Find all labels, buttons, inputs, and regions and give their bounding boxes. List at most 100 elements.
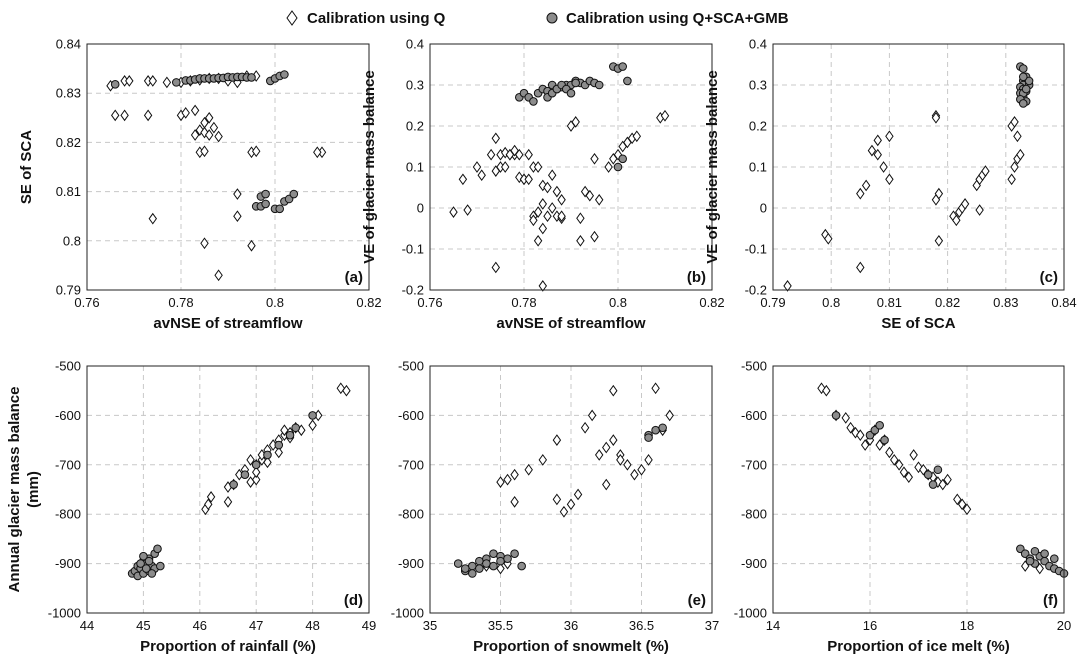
point-q-sca-gmb xyxy=(475,564,484,573)
point-q xyxy=(931,111,941,124)
point-q-sca-gmb xyxy=(623,76,632,86)
point-q-sca-gmb xyxy=(613,162,623,172)
y-tick-label: -1000 xyxy=(391,606,424,621)
x-tick-label: 0.79 xyxy=(760,295,785,310)
point-q xyxy=(630,468,639,481)
y-tick-label: 0.4 xyxy=(406,37,424,52)
point-q xyxy=(477,169,486,182)
point-q xyxy=(931,193,941,206)
x-tick-label: 0.8 xyxy=(609,295,627,310)
plot-frame xyxy=(86,43,370,291)
y-tick-label: 0.84 xyxy=(56,37,81,52)
point-q xyxy=(524,463,533,476)
point-q xyxy=(585,189,595,202)
point-q xyxy=(233,210,242,223)
point-q xyxy=(1007,173,1016,186)
point-q xyxy=(665,409,674,422)
x-axis-label: avNSE of streamflow xyxy=(153,315,303,332)
point-q-sca-gmb xyxy=(489,549,498,559)
x-tick-label: 0.82 xyxy=(935,295,960,310)
point-q-sca-gmb xyxy=(172,78,181,87)
point-q xyxy=(856,429,865,442)
point-q xyxy=(637,463,646,476)
point-q-sca-gmb xyxy=(1025,556,1035,566)
point-q xyxy=(632,130,642,143)
point-q xyxy=(962,503,972,516)
point-q xyxy=(602,478,611,491)
point-q xyxy=(590,152,599,165)
point-q-sca-gmb xyxy=(1018,99,1028,108)
point-q xyxy=(867,144,877,157)
point-q xyxy=(547,169,557,182)
y-tick-label: 0.1 xyxy=(406,160,424,175)
y-tick-label: 0.82 xyxy=(56,135,81,150)
point-q-sca-gmb xyxy=(263,450,272,460)
point-q xyxy=(280,424,289,437)
y-tick-label: 0.3 xyxy=(749,78,767,93)
point-q-sca-gmb xyxy=(658,423,667,433)
point-q xyxy=(1016,148,1025,161)
point-q xyxy=(538,454,548,466)
point-q xyxy=(214,269,223,282)
panel-e: 35 35.5 36 36.5 37 -1000 -900 -800 -700 -600 -500 P… xyxy=(391,359,719,656)
point-q-sca-gmb xyxy=(928,480,938,489)
y-tick-label: -500 xyxy=(398,359,424,374)
y-axis-label: Annual glacier mass balance (mm) xyxy=(6,387,42,593)
point-q xyxy=(1013,130,1022,143)
point-q-sca-gmb xyxy=(644,433,653,442)
point-q-sca-gmb xyxy=(141,564,151,573)
point-q xyxy=(873,134,882,147)
point-q xyxy=(616,454,625,466)
point-q xyxy=(609,434,618,446)
x-tick-label: 0.8 xyxy=(822,295,840,310)
point-q xyxy=(861,179,871,192)
point-q xyxy=(533,234,543,247)
point-q-sca-gmb xyxy=(247,73,256,82)
point-q xyxy=(162,76,172,89)
point-q-sca-gmb xyxy=(468,569,477,578)
y-tick-label: -800 xyxy=(741,507,767,522)
panel-label: (e) xyxy=(688,592,706,609)
legend: Calibration using Q Calibration using Q+… xyxy=(286,10,789,27)
y-tick-label: -500 xyxy=(741,359,767,374)
point-q xyxy=(496,562,505,575)
plot-frame xyxy=(429,43,713,291)
point-q xyxy=(952,214,961,227)
point-q-sca-gmb xyxy=(144,556,154,566)
point-q xyxy=(251,145,261,158)
point-q-sca-gmb xyxy=(251,460,261,470)
point-q-sca-gmb xyxy=(275,204,285,214)
point-q xyxy=(181,107,190,119)
y-tick-label: 0.2 xyxy=(406,119,424,134)
point-q xyxy=(538,198,548,210)
point-q xyxy=(566,498,576,511)
y-tick-label: -600 xyxy=(55,408,81,423)
y-tick-label: -700 xyxy=(398,457,424,472)
point-q xyxy=(190,104,200,117)
x-tick-label: 0.8 xyxy=(266,295,284,310)
x-tick-label: 14 xyxy=(766,618,780,633)
x-tick-label: 0.82 xyxy=(699,295,724,310)
point-q xyxy=(274,446,283,459)
y-tick-label: -0.2 xyxy=(745,283,767,298)
point-q xyxy=(120,109,129,122)
point-q xyxy=(308,419,317,432)
point-q xyxy=(623,458,632,471)
legend-diamond-icon xyxy=(286,10,298,26)
y-tick-label: 0.81 xyxy=(56,184,81,199)
point-q xyxy=(543,181,552,194)
x-tick-label: 0.78 xyxy=(168,295,193,310)
panel-f: 14 16 18 20 -1000 -900 -800 -700 -600 -500 Proport… xyxy=(734,359,1071,656)
y-tick-label: 0.83 xyxy=(56,86,81,101)
point-q xyxy=(552,434,562,446)
legend-label-g: Calibration using Q+SCA+GMB xyxy=(566,10,789,27)
point-q xyxy=(783,280,792,292)
plot-frame xyxy=(429,365,713,614)
panel-c: 0.79 0.8 0.81 0.82 0.83 0.84 -0.2 -0.1 0 0.1 0.2 0.… xyxy=(704,37,1077,333)
point-q-sca-gmb xyxy=(289,189,299,199)
y-tick-label: -500 xyxy=(55,359,81,374)
plot-frame xyxy=(772,365,1065,614)
x-axis-label: Proportion of ice melt (%) xyxy=(827,638,1010,655)
y-axis-label: SE of SCA xyxy=(18,130,35,204)
